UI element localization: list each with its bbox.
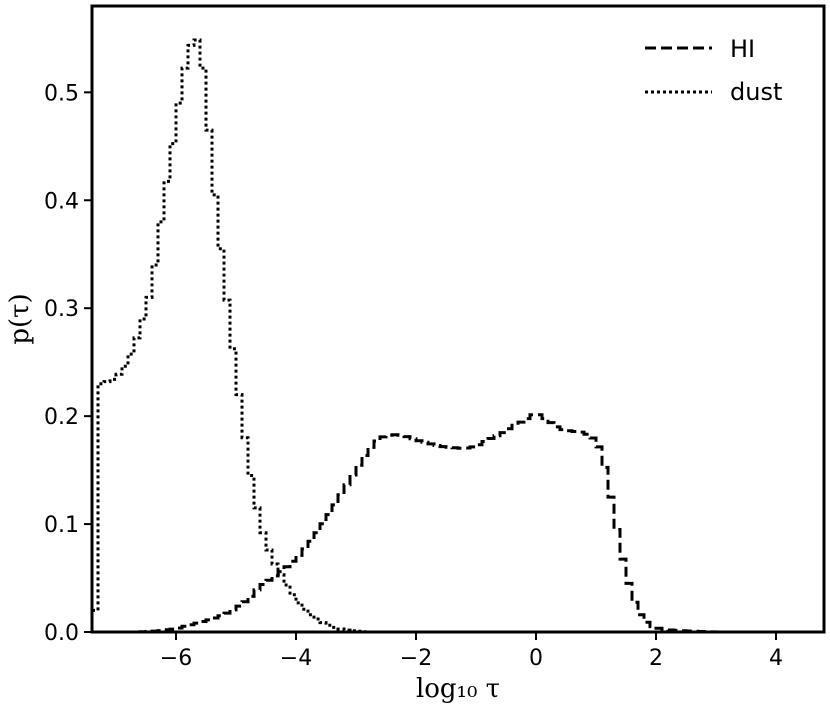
- series-dust-line: [92, 38, 824, 634]
- legend-dust-label: dust: [730, 78, 782, 106]
- x-tick-label: 4: [769, 646, 783, 671]
- x-tick-label: 2: [649, 646, 663, 671]
- x-axis-label: log₁₀ τ: [416, 674, 500, 704]
- legend-hi-label: HI: [730, 35, 755, 63]
- y-tick-label: 0.1: [44, 513, 79, 538]
- y-tick-label: 0.3: [44, 297, 79, 322]
- y-tick-label: 0.0: [44, 621, 79, 646]
- y-tick-label: 0.2: [44, 405, 79, 430]
- x-tick-label: −4: [280, 646, 312, 671]
- x-tick-label: −6: [160, 646, 192, 671]
- x-tick-label: −2: [400, 646, 432, 671]
- series-hi-line: [92, 413, 824, 634]
- series-layer: [92, 38, 824, 634]
- legend: HI dust: [645, 35, 782, 106]
- plot-area: [92, 6, 824, 632]
- x-tick-label: 0: [529, 646, 543, 671]
- y-axis-label: p(τ): [5, 293, 35, 344]
- y-tick-label: 0.4: [44, 189, 79, 214]
- y-tick-label: 0.5: [44, 81, 79, 106]
- y-axis: 0.0 0.1 0.2 0.3 0.4 0.5: [44, 81, 92, 646]
- x-axis: −6 −4 −2 0 2 4: [160, 632, 783, 671]
- plot-frame: [90, 4, 826, 634]
